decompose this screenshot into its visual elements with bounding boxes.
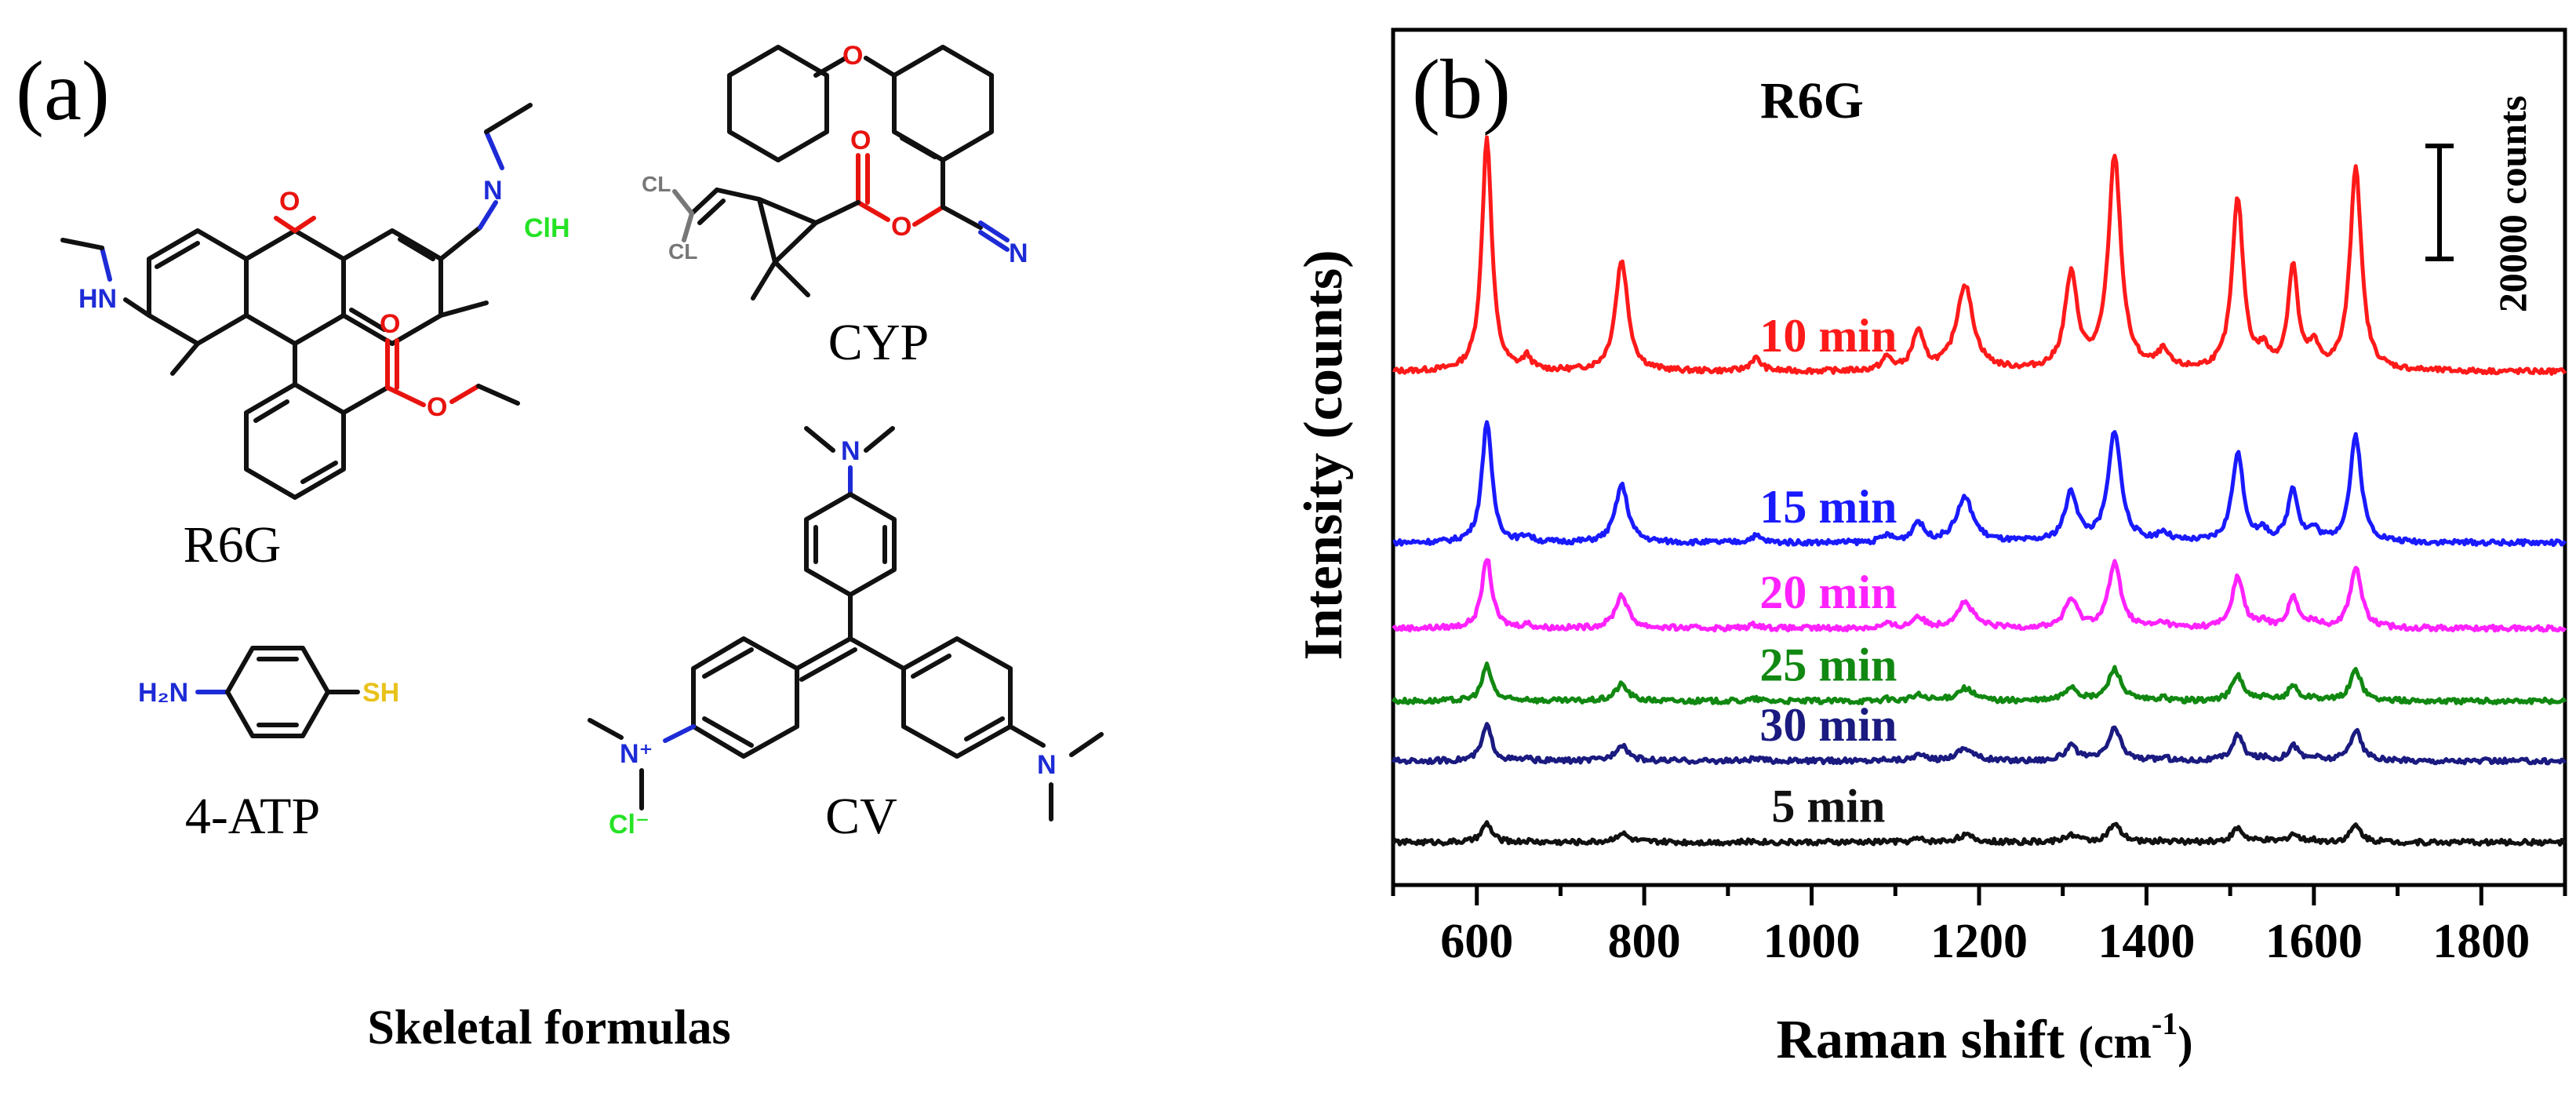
- cyp-chlorine-2: CL: [668, 239, 697, 264]
- cyp-nitrile-n: N: [1009, 239, 1028, 268]
- series-line-25-min: [1391, 661, 2567, 706]
- series-label-20-min: 20 min: [1759, 566, 1897, 618]
- x-tick-label: 600: [1440, 915, 1513, 968]
- x-tick-label: 800: [1608, 915, 1681, 968]
- r6g-imine-n: N: [483, 176, 503, 206]
- panel-a-skeletal-formulas: (a) O N ClH HN: [0, 0, 1208, 1096]
- cyp-cyclopropane: [757, 197, 818, 264]
- r6g-oxygen-ester: O: [427, 392, 447, 422]
- cv-ring-top: [804, 492, 897, 597]
- x-axis-label: Raman shift (cm-1): [1776, 1006, 2192, 1070]
- cv-ring-left: [691, 636, 799, 759]
- series-line-10-min: [1392, 135, 2567, 376]
- r6g-hcl: ClH: [524, 213, 570, 243]
- panel-a-svg: (a) O N ClH HN: [16, 41, 1104, 1054]
- x-tick-label: 1800: [2432, 915, 2530, 968]
- cv-ring-right: [901, 636, 1013, 759]
- cv-n-plus: N⁺: [620, 739, 653, 769]
- series-line-5-min: [1391, 820, 2567, 847]
- y-axis-label: Intensity (counts): [1293, 250, 1354, 660]
- molecule-cv: N N⁺ Cl⁻ N CV: [588, 426, 1104, 845]
- r6g-ring-phenyl: [244, 382, 346, 500]
- cyp-name: CYP: [828, 314, 929, 371]
- atp-name: 4-ATP: [185, 788, 320, 845]
- scale-bar: 20000 counts: [2425, 96, 2534, 312]
- r6g-ring-center: [244, 228, 346, 346]
- cyp-oxygen-carbonyl: O: [850, 126, 871, 155]
- molecule-r6g: O N ClH HN O O R6G: [60, 103, 570, 574]
- cyp-oxygen-ester: O: [891, 212, 911, 242]
- r6g-oxygen-ring: O: [279, 187, 300, 217]
- chart-title: R6G: [1760, 72, 1864, 129]
- scale-bar-label: 20000 counts: [2490, 96, 2534, 312]
- panel-a-label: (a): [16, 45, 110, 138]
- cyp-chlorine-1: CL: [642, 172, 671, 196]
- panel-b-raman-chart: (b) R6G 10 min 15 min 20 min 25 min 30 min 5 …: [1208, 0, 2576, 1096]
- r6g-name: R6G: [184, 516, 282, 574]
- atp-thiol: SH: [362, 678, 399, 708]
- cyp-ring-phenoxy: [727, 45, 829, 162]
- series-line-15-min: [1392, 420, 2567, 548]
- r6g-nh: HN: [78, 284, 117, 314]
- series-label-10-min: 10 min: [1759, 310, 1897, 362]
- x-tick-label: 1200: [1930, 915, 2028, 968]
- x-axis-ticks: 600 800 1000 1200 1400 1600 1800: [1391, 885, 2567, 968]
- cyp-ring-benzyl: [892, 45, 994, 162]
- series-label-5-min: 5 min: [1771, 781, 1885, 832]
- cv-name: CV: [825, 788, 897, 845]
- series-label-30-min: 30 min: [1759, 699, 1897, 751]
- x-tick-label: 1600: [2265, 915, 2363, 968]
- series-line-30-min: [1391, 722, 2567, 766]
- raman-chart-svg: (b) R6G 10 min 15 min 20 min 25 min 30 min 5 …: [1293, 27, 2567, 1070]
- x-tick-label: 1000: [1763, 915, 1861, 968]
- panel-b-label: (b): [1412, 43, 1511, 137]
- series-labels: 10 min 15 min 20 min 25 min 30 min 5 min: [1759, 310, 1897, 832]
- cv-n-top: N: [841, 436, 860, 466]
- series-label-25-min: 25 min: [1759, 639, 1897, 691]
- series-label-15-min: 15 min: [1759, 481, 1897, 533]
- r6g-ring-left: [147, 228, 249, 346]
- cv-n-right: N: [1037, 750, 1057, 780]
- cyp-oxygen-ether: O: [842, 41, 863, 71]
- panel-a-caption: Skeletal formulas: [367, 1001, 730, 1054]
- atp-amine: H₂N: [138, 678, 188, 708]
- molecule-cyp: O O O CL CL N CYP: [642, 41, 1028, 371]
- molecule-4atp: H₂N SH 4-ATP: [138, 646, 399, 845]
- x-tick-label: 1400: [2098, 915, 2195, 968]
- r6g-oxygen-carbonyl: O: [380, 309, 400, 339]
- cv-chloride: Cl⁻: [609, 810, 649, 840]
- series-group: [1391, 135, 2567, 847]
- series-line-20-min: [1392, 558, 2567, 633]
